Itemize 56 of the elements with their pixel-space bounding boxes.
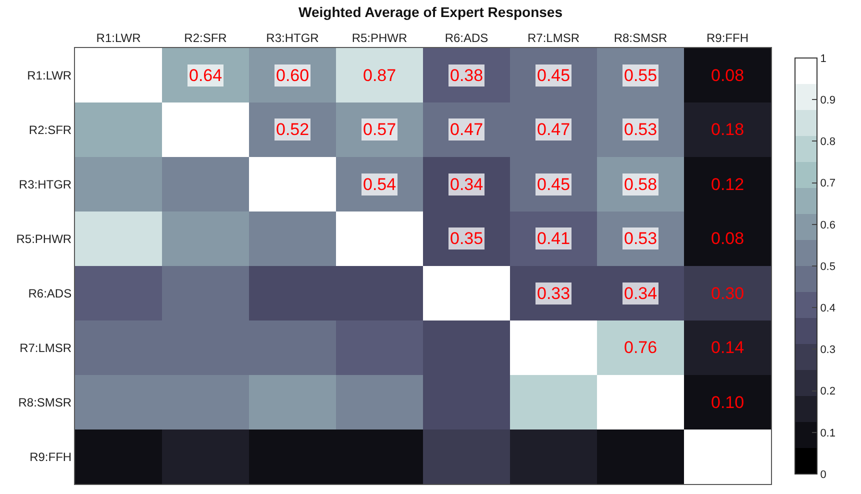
data-label: 0.35 bbox=[450, 229, 484, 248]
data-label: 0.45 bbox=[537, 175, 570, 194]
data-label: 0.53 bbox=[624, 229, 658, 248]
data-label: 0.14 bbox=[711, 338, 744, 357]
data-label: 0.10 bbox=[711, 393, 744, 412]
y-tick-label: R2:SFR bbox=[28, 122, 72, 137]
color-bar-label: 0.7 bbox=[820, 178, 836, 190]
y-tick-label: R1:LWR bbox=[27, 68, 72, 82]
color-bar-label: 1 bbox=[820, 52, 826, 65]
data-label: 0.76 bbox=[624, 338, 658, 357]
data-label: 0.64 bbox=[189, 66, 222, 85]
data-label: 0.30 bbox=[711, 284, 744, 303]
data-label: 0.53 bbox=[624, 120, 658, 139]
data-label: 0.87 bbox=[363, 66, 396, 85]
data-label: 0.12 bbox=[711, 175, 744, 194]
y-tick-label: R6:ADS bbox=[28, 286, 72, 300]
x-tick-label: R2:SFR bbox=[184, 31, 228, 46]
x-tick-label: R1:LWR bbox=[96, 31, 142, 46]
x-tick-label: R3:HTGR bbox=[266, 31, 320, 46]
color-bar-label: 0.8 bbox=[820, 136, 836, 148]
chart-title: Weighted Average of Expert Responses bbox=[298, 4, 563, 20]
x-tick-label: R8:SMSR bbox=[614, 31, 668, 46]
data-label: 0.55 bbox=[624, 66, 658, 85]
color-bar-label: 0.2 bbox=[820, 386, 836, 398]
data-label: 0.38 bbox=[450, 66, 484, 85]
x-tick-label: R5:PHWR bbox=[352, 31, 408, 46]
x-tick-label: R7:LMSR bbox=[527, 31, 580, 46]
data-label: 0.41 bbox=[537, 229, 570, 248]
data-label: 0.08 bbox=[711, 229, 744, 248]
color-bar-label: 0.3 bbox=[820, 344, 836, 356]
x-tick-label: R6:ADS bbox=[444, 31, 488, 46]
data-label: 0.47 bbox=[450, 120, 484, 139]
color-bar-label: 0.9 bbox=[820, 94, 836, 106]
y-tick-label: R3:HTGR bbox=[18, 177, 72, 192]
data-label: 0.52 bbox=[276, 120, 310, 139]
data-label: 0.34 bbox=[624, 284, 658, 303]
y-tick-label: R5:PHWR bbox=[16, 232, 72, 246]
y-tick-label: R8:SMSR bbox=[18, 395, 72, 410]
x-tick-label: R9:FFH bbox=[706, 31, 748, 46]
data-label: 0.33 bbox=[537, 284, 570, 303]
y-tick-label: R9:FFH bbox=[30, 450, 72, 464]
color-bar-label: 0.4 bbox=[820, 302, 836, 314]
color-bar-label: 0.5 bbox=[820, 260, 836, 273]
data-label: 0.18 bbox=[711, 120, 744, 139]
data-label: 0.08 bbox=[711, 66, 744, 85]
data-label: 0.34 bbox=[450, 175, 484, 194]
data-label: 0.45 bbox=[537, 66, 570, 85]
data-label: 0.58 bbox=[624, 175, 658, 194]
data-label: 0.47 bbox=[537, 120, 570, 139]
data-label: 0.57 bbox=[363, 120, 396, 139]
y-tick-label: R7:LMSR bbox=[20, 340, 72, 355]
data-label: 0.54 bbox=[363, 175, 396, 194]
color-bar-label: 0.6 bbox=[820, 219, 836, 232]
data-label: 0.60 bbox=[276, 66, 310, 85]
color-bar-label: 0.1 bbox=[820, 427, 836, 440]
color-bar-label: 0 bbox=[820, 468, 826, 481]
